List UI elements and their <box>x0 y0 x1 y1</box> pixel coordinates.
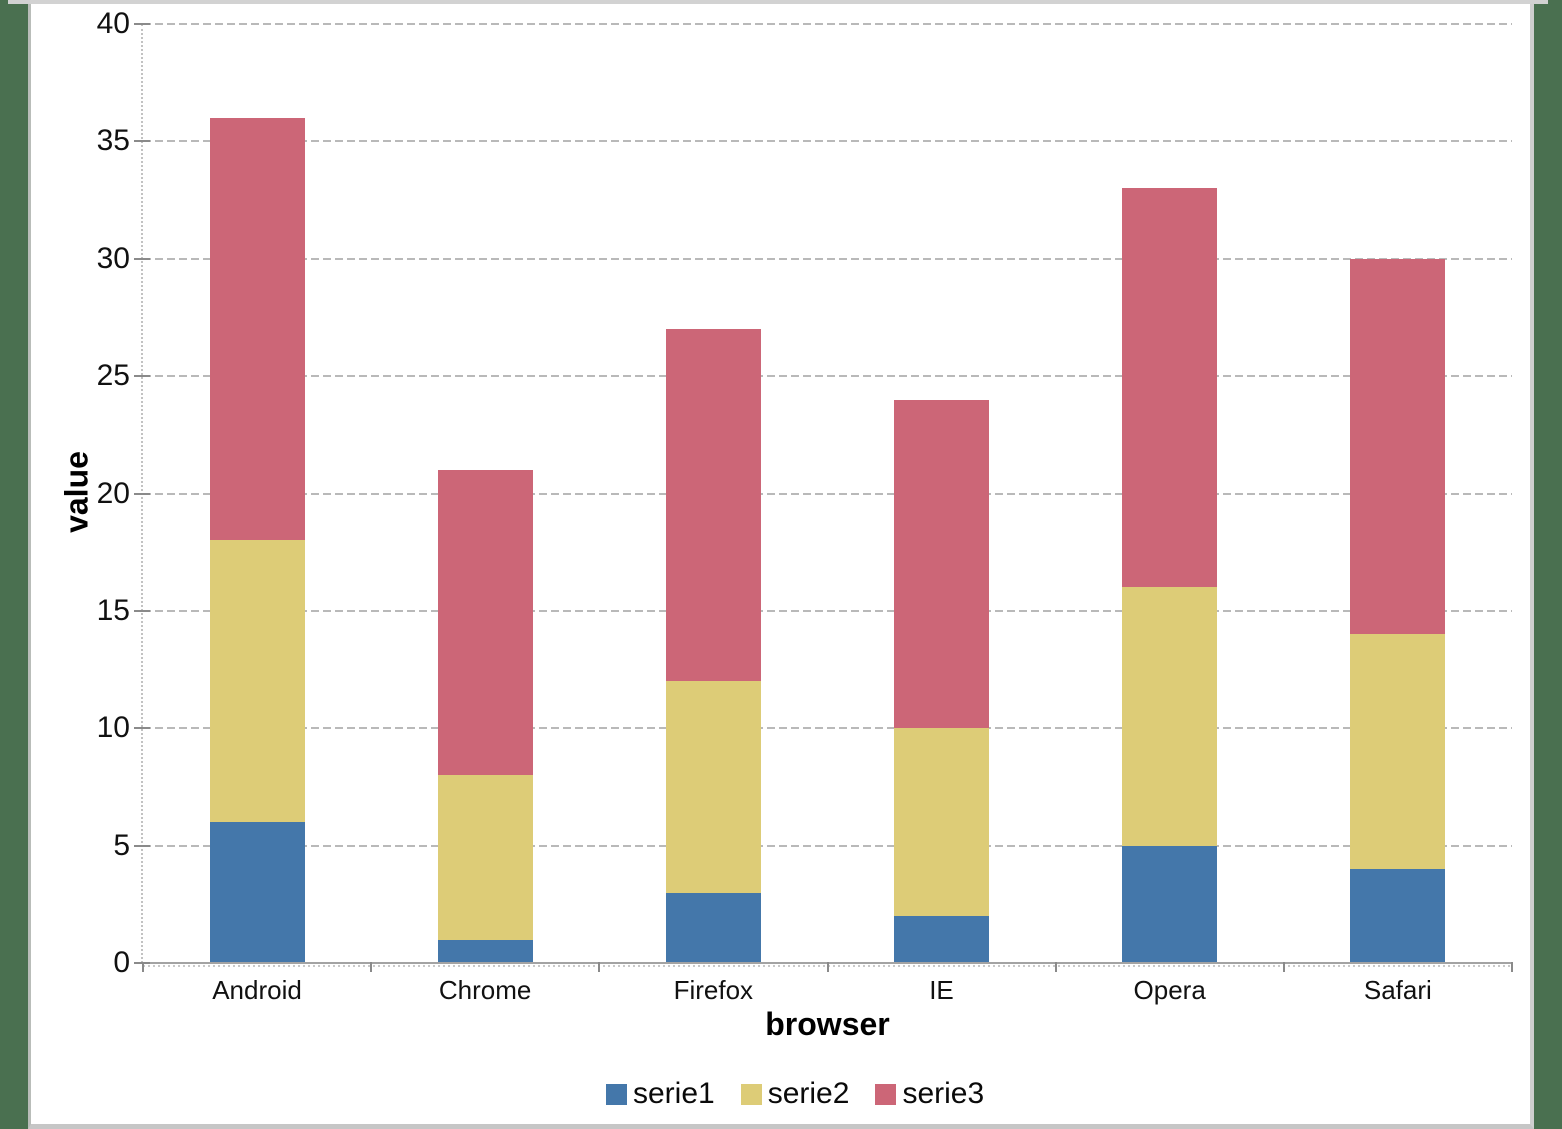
y-tick-label-30: 30 <box>96 241 130 275</box>
gridline-10 <box>143 727 1512 730</box>
category-label-ie: IE <box>929 975 954 1005</box>
bar-chrome <box>437 0 533 963</box>
legend-swatch-serie2 <box>740 1083 762 1105</box>
y-axis-tick-15 <box>134 609 150 612</box>
bar-segment-android-serie3 <box>209 117 305 541</box>
gridline-5 <box>143 844 1512 847</box>
y-tick-label-40: 40 <box>96 7 130 40</box>
category-label-chrome: Chrome <box>438 975 532 1005</box>
legend-item-serie3: serie3 <box>875 1078 984 1110</box>
gridline-20 <box>143 492 1512 495</box>
legend-label-serie1: serie1 <box>633 1077 715 1110</box>
category-label-firefox: Firefox <box>673 975 754 1005</box>
panel-top-border <box>8 0 1548 4</box>
x-axis-tick-0 <box>142 962 144 972</box>
x-axis-tick-4 <box>1054 962 1057 972</box>
bar-segment-opera-serie3 <box>1122 188 1218 588</box>
y-tick-label-35: 35 <box>96 124 130 158</box>
x-axis-tick-6 <box>1511 962 1513 972</box>
legend-label-serie3: serie3 <box>902 1077 985 1110</box>
y-tick-label-0: 0 <box>113 946 130 979</box>
category-label-android: Android <box>212 975 302 1005</box>
x-axis-tick-1 <box>370 962 373 972</box>
category-label-safari: Safari <box>1363 975 1432 1005</box>
x-axis-title: browser <box>765 1006 890 1042</box>
bar-segment-safari-serie3 <box>1350 258 1446 635</box>
y-axis-tick-35 <box>134 140 150 143</box>
legend-item-serie2: serie2 <box>740 1077 850 1110</box>
y-tick-label-10: 10 <box>96 711 130 745</box>
bar-segment-opera-serie1 <box>1122 845 1218 963</box>
y-axis-tick-30 <box>134 257 150 260</box>
y-axis-tick-25 <box>134 375 150 378</box>
bar-segment-android-serie1 <box>209 822 305 963</box>
y-axis-tick-5 <box>134 844 150 847</box>
category-label-opera: Opera <box>1133 975 1206 1005</box>
bar-segment-ie-serie3 <box>894 399 990 729</box>
gridline-35 <box>143 140 1512 143</box>
legend-swatch-serie1 <box>606 1083 627 1105</box>
gridline-25 <box>143 375 1512 378</box>
y-tick-label-5: 5 <box>113 828 130 862</box>
legend-swatch-serie3 <box>875 1083 897 1105</box>
y-axis-tick-40 <box>134 23 150 25</box>
x-axis-tick-2 <box>598 962 601 972</box>
bar-ie <box>894 0 990 963</box>
y-tick-label-20: 20 <box>96 476 130 510</box>
bar-segment-android-serie2 <box>209 540 305 823</box>
gridline-40 <box>143 23 1512 25</box>
bar-segment-safari-serie1 <box>1350 869 1446 963</box>
bar-segment-firefox-serie3 <box>665 329 761 682</box>
y-tick-label-25: 25 <box>96 359 130 393</box>
gridline-15 <box>143 609 1512 612</box>
x-axis-tick-5 <box>1282 962 1285 972</box>
bar-android <box>209 0 305 963</box>
bar-segment-ie-serie1 <box>894 916 990 963</box>
bar-segment-firefox-serie1 <box>665 892 761 963</box>
y-axis-tick-20 <box>134 492 150 495</box>
bar-segment-chrome-serie3 <box>437 470 533 776</box>
bar-segment-ie-serie2 <box>894 728 990 917</box>
bar-segment-chrome-serie2 <box>437 775 533 940</box>
y-tick-label-15: 15 <box>96 593 130 627</box>
bar-segment-chrome-serie1 <box>437 939 533 963</box>
bar-segment-opera-serie2 <box>1122 587 1218 846</box>
bar-segment-firefox-serie2 <box>665 681 761 893</box>
gridline-30 <box>143 257 1512 260</box>
bar-opera <box>1122 0 1218 963</box>
x-axis-tick-3 <box>826 962 829 972</box>
bar-safari <box>1350 0 1446 963</box>
bar-segment-safari-serie2 <box>1350 634 1446 870</box>
legend-label-serie2: serie2 <box>767 1077 850 1110</box>
bar-firefox <box>665 0 761 963</box>
legend-item-serie1: serie1 <box>606 1078 715 1110</box>
y-axis-tick-10 <box>134 727 150 730</box>
legend: serie1 serie2 serie3 <box>606 1078 984 1110</box>
